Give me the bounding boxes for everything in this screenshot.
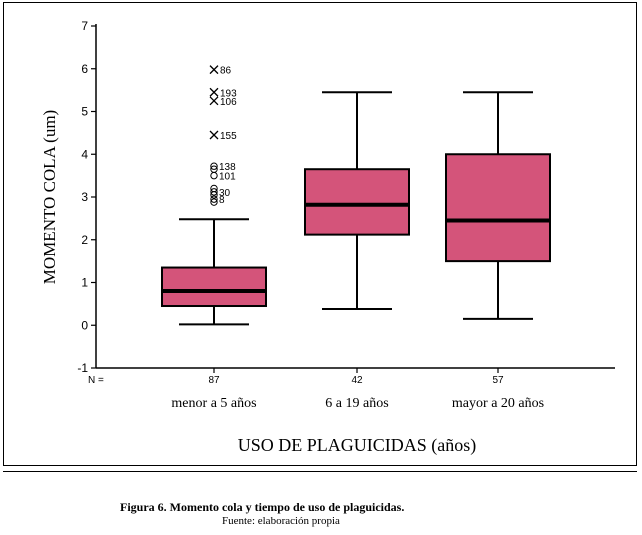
n-count-label: 87: [208, 375, 220, 386]
x-axis-label: USO DE PLAGUICIDAS (años): [238, 435, 477, 456]
extreme-point: [209, 96, 219, 106]
outlier-label: 138: [219, 162, 236, 173]
iqr-box: [161, 266, 267, 308]
outlier-point: [210, 165, 218, 173]
figure-caption-source: Fuente: elaboración propia: [222, 515, 340, 527]
extreme-point: [209, 87, 219, 97]
outlier-point: [210, 184, 218, 193]
y-tick-label: 2: [81, 233, 88, 247]
y-tick-label: 5: [81, 105, 88, 119]
outlier-point: [210, 198, 218, 206]
n-count-label: 42: [351, 375, 363, 386]
outlier-label: 101: [219, 172, 236, 183]
outlier-label: 8: [219, 195, 225, 206]
box-group: 57 mayor a 20 años: [445, 91, 551, 411]
extreme-label: 155: [220, 131, 237, 142]
figure-caption-title: Figura 6. Momento cola y tiempo de uso d…: [120, 500, 405, 514]
y-tick-label: 7: [81, 19, 88, 33]
y-tick-label: 4: [81, 147, 88, 161]
outlier-point: [210, 162, 218, 170]
y-tick-label: 0: [81, 318, 88, 332]
figure-frame: [3, 2, 637, 466]
extreme-label: 106: [220, 97, 237, 108]
n-prefix-label: N =: [88, 375, 104, 386]
outlier-label: 30: [219, 188, 231, 199]
y-tick-label: 3: [81, 190, 88, 204]
outlier-point: [210, 188, 218, 196]
outlier-point: [210, 171, 218, 180]
extreme-label: 193: [220, 88, 237, 99]
iqr-box: [445, 153, 551, 263]
category-label: 6 a 19 años: [325, 396, 388, 411]
extreme-label: 86: [220, 66, 232, 77]
y-tick-label: 6: [81, 62, 88, 76]
n-count-label: 57: [492, 375, 504, 386]
outlier-point: [210, 195, 218, 203]
category-label: menor a 5 años: [171, 396, 256, 411]
iqr-box: [304, 168, 410, 236]
y-tick-label: 1: [81, 276, 88, 290]
box-group: 42 6 a 19 años: [304, 91, 410, 411]
y-axis-label: MOMENTO COLA (um): [40, 110, 59, 284]
extreme-point: [209, 65, 219, 75]
y-tick-label: -1: [77, 361, 88, 375]
figure-divider: [3, 471, 637, 472]
category-label: mayor a 20 años: [452, 396, 544, 411]
extreme-point: [209, 130, 219, 140]
